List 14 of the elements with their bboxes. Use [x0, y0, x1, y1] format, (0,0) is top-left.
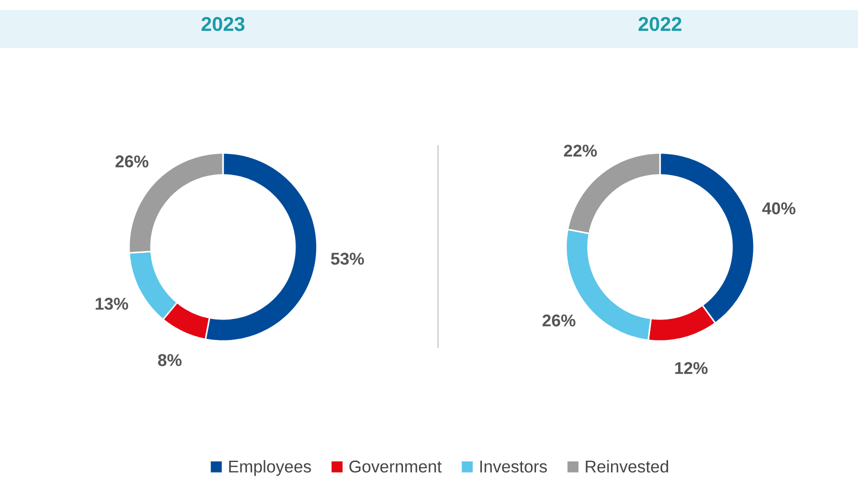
chart-title: 2022 [638, 16, 682, 32]
legend-label: Investors [480, 460, 547, 473]
chart-title: 2023 [202, 16, 244, 32]
data-label: 53% [331, 252, 364, 265]
legend-label: Government [349, 460, 442, 473]
data-label: 22% [564, 144, 597, 157]
data-label: 12% [675, 362, 708, 374]
data-label: 26% [116, 155, 148, 168]
data-label: 40% [762, 202, 796, 214]
data-label: 13% [96, 298, 128, 310]
data-label: 26% [542, 314, 576, 326]
legend-label: Employees [229, 460, 311, 476]
data-label: 8% [158, 354, 182, 366]
legend-label: Reinvested [586, 460, 668, 473]
